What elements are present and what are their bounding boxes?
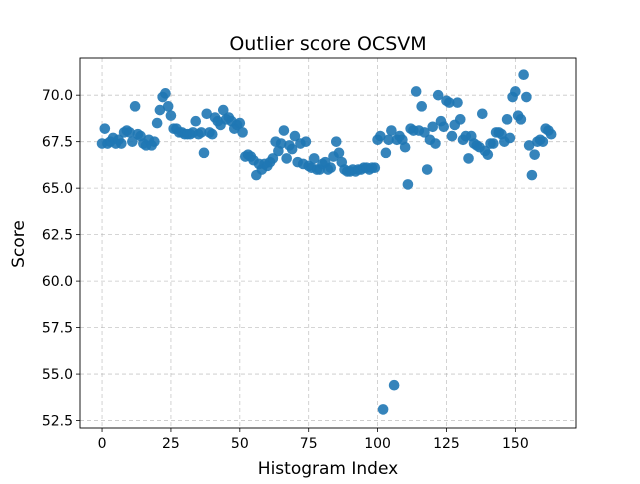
data-point [267,153,279,164]
data-point [151,117,163,129]
data-point [452,97,463,108]
x-tick-label: 100 [364,436,391,452]
data-point [129,101,141,112]
data-point [198,147,210,159]
data-point [165,110,177,121]
data-point [124,127,135,138]
data-point [234,117,246,129]
y-axis-label: Score [9,220,29,268]
y-tick-label: 70.0 [42,88,73,104]
data-point [399,141,411,153]
data-point [545,128,557,140]
data-point [286,143,298,155]
data-point [99,123,111,134]
data-point [416,101,427,112]
data-point [526,169,538,181]
data-point [333,147,345,159]
data-point [116,138,127,149]
data-point [510,86,521,97]
data-point [438,121,450,133]
data-point [154,104,166,116]
y-tick-label: 60.0 [42,274,73,290]
data-point [162,101,174,112]
data-points [96,69,557,415]
data-point [488,138,499,149]
y-tick-label: 67.5 [42,135,73,151]
data-point [427,121,439,133]
data-point [375,130,386,142]
plot-frame [79,57,577,429]
y-tick-label: 52.5 [42,414,73,430]
data-point [419,127,430,138]
y-tick-label: 57.5 [42,321,73,337]
x-axis-label: Histogram Index [258,459,398,479]
grid [80,58,576,428]
data-point [518,69,529,81]
data-point [501,114,513,125]
data-point [446,130,458,142]
x-tick-label: 75 [300,436,318,452]
data-point [383,134,394,146]
chart-title: Outlier score OCSVM [229,33,426,55]
x-tick-label: 50 [231,436,249,452]
data-point [380,147,392,159]
y-axis-ticks: 52.5 55.0 57.5 60.0 62.5 65.0 67.5 70.0 [42,88,80,430]
data-point [190,115,202,127]
data-point [504,132,516,144]
data-point [278,125,290,136]
data-point [377,404,389,415]
y-tick-label: 62.5 [42,228,73,244]
data-point [275,138,287,149]
data-point [537,136,549,147]
data-point [463,153,474,164]
data-point [410,86,422,97]
x-tick-label: 125 [433,436,460,452]
x-tick-label: 25 [162,436,180,452]
x-tick-label: 150 [502,436,529,452]
data-point [523,140,535,151]
data-point [237,127,248,138]
data-point [160,88,171,99]
data-point [402,179,414,190]
y-tick-label: 55.0 [42,367,73,383]
x-tick-label: 0 [98,436,107,452]
data-point [432,89,444,101]
data-point [201,108,213,120]
data-point [206,128,218,140]
data-point [325,162,337,173]
data-point [443,97,455,108]
y-tick-label: 65.0 [42,181,73,197]
data-point [430,138,441,149]
x-axis-ticks: 0 25 50 75 100 125 150 [98,428,529,452]
data-point [281,153,292,164]
data-point [308,153,320,164]
data-point [521,91,532,103]
data-point [369,162,381,173]
data-point [529,149,540,160]
data-point [217,104,229,116]
data-point [289,130,301,142]
data-point [388,379,400,391]
data-point [454,114,466,125]
data-point [482,149,494,160]
data-point [300,136,312,147]
data-point [386,125,397,136]
data-point [477,108,488,120]
data-point [127,136,138,147]
data-point [515,114,527,125]
data-point [195,127,207,138]
data-point [330,136,342,147]
data-point [149,136,160,147]
data-point [421,164,433,175]
